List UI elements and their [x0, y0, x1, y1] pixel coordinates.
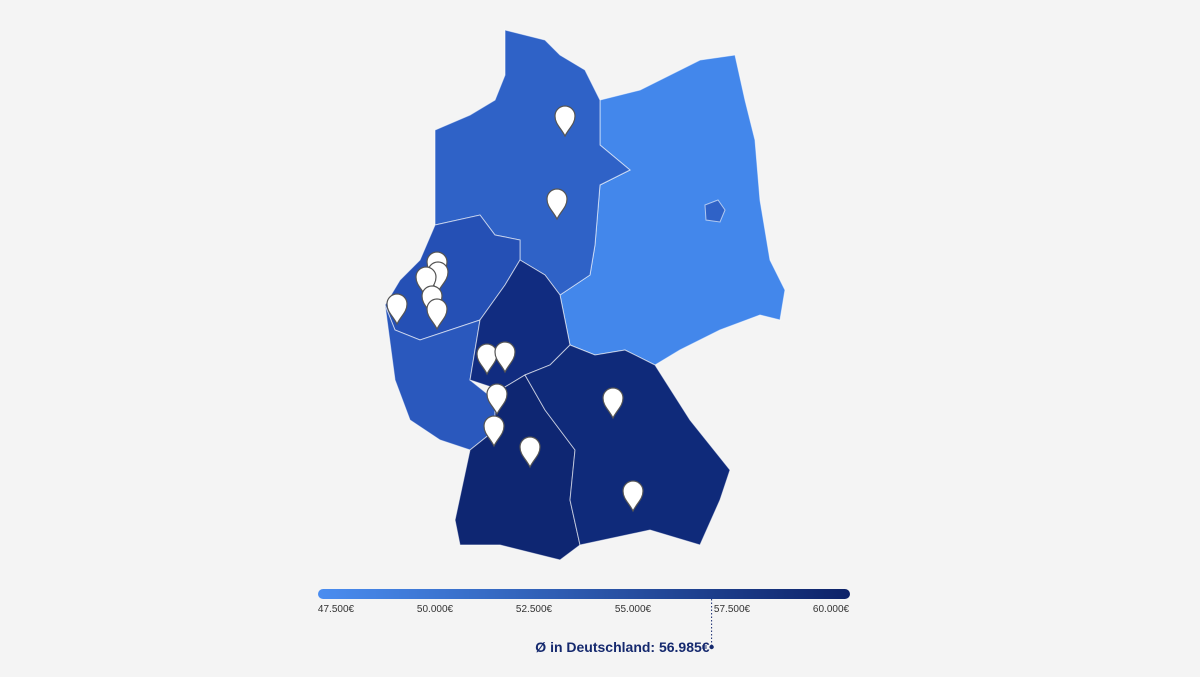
tick-label: 52.500€: [516, 604, 553, 615]
pins: [386, 105, 644, 513]
tick-label: 55.000€: [615, 604, 652, 615]
tick-label: 60.000€: [813, 604, 850, 615]
pin: [546, 188, 568, 221]
pin: [386, 293, 408, 326]
pin: [483, 415, 505, 448]
pin: [476, 343, 498, 376]
pin: [519, 436, 541, 469]
pin: [602, 387, 624, 420]
tick-label: 50.000€: [417, 604, 454, 615]
pin: [494, 341, 516, 374]
pin: [622, 480, 644, 513]
state-bavaria: [524, 344, 731, 546]
germany-map: [384, 29, 786, 561]
tick-label: 47.500€: [318, 604, 355, 615]
average-label: Ø in Deutschland: 56.985€: [535, 639, 709, 655]
average-dot: [709, 644, 714, 650]
state-berlin: [704, 199, 726, 223]
legend: 47.500€ 50.000€ 52.500€ 55.000€ 57.500€ 60.00…: [318, 599, 850, 655]
pin: [554, 105, 576, 138]
pin: [426, 298, 448, 331]
color-scale: [318, 589, 850, 599]
tick-label: 57.500€: [714, 604, 751, 615]
pin: [486, 383, 508, 416]
